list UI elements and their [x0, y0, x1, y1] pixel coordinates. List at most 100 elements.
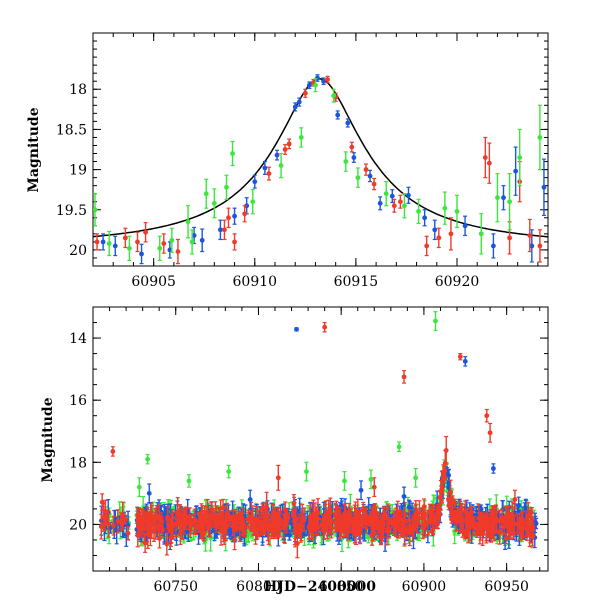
green-point — [442, 205, 448, 211]
full-xtick-label: 60750 — [153, 579, 198, 595]
red-point — [507, 235, 512, 241]
green-point — [517, 155, 523, 160]
blue-point — [351, 155, 357, 160]
red-point — [104, 514, 109, 520]
red-point — [371, 181, 377, 187]
blue-point — [345, 120, 351, 126]
blue-point — [306, 82, 312, 88]
blue-point — [422, 215, 428, 221]
blue-point — [491, 243, 496, 249]
blue-point — [292, 104, 298, 110]
blue-point — [501, 195, 506, 201]
red-point — [222, 227, 227, 233]
green-point — [278, 163, 284, 168]
blue-point — [432, 227, 438, 233]
green-point — [355, 175, 361, 181]
blue-point — [252, 179, 258, 185]
full-xtick-label: 60900 — [402, 579, 447, 595]
blue-point — [218, 227, 223, 233]
green-point — [537, 135, 543, 140]
full-axes: 60750 60800 60850 60900 60950 14 16 18 20 — [69, 306, 548, 595]
zoom-xtick-label: 60915 — [334, 274, 379, 290]
blue-point — [377, 200, 383, 206]
red-point — [282, 147, 288, 152]
red-point — [266, 171, 272, 177]
blue-point — [389, 193, 395, 199]
green-point — [478, 231, 484, 237]
zoom-panel: Magnitude — [26, 32, 549, 267]
zoom-ytick-label: 19.5 — [56, 203, 87, 219]
green-point — [495, 195, 500, 201]
blue-point — [321, 78, 326, 84]
red-point — [122, 235, 128, 241]
red-point — [125, 530, 131, 536]
blue-point — [541, 184, 547, 190]
zoom-plot-frame — [92, 32, 549, 267]
green-point — [402, 203, 407, 209]
zoom-xtick-label: 60905 — [131, 274, 176, 290]
red-point — [286, 141, 292, 147]
blue-point — [478, 506, 484, 512]
red-point — [349, 144, 355, 150]
green-point — [189, 239, 195, 245]
zoom-xtick-label: 60910 — [233, 274, 278, 290]
red-point — [111, 523, 117, 529]
zoom-ytick-label: 18 — [69, 82, 87, 98]
red-point — [537, 243, 543, 249]
red-point — [98, 524, 104, 529]
blue-point — [529, 243, 535, 249]
blue-point — [262, 165, 268, 171]
red-point — [94, 239, 100, 245]
blue-point — [462, 223, 468, 229]
blue-point — [406, 192, 411, 198]
red-point — [424, 243, 430, 249]
blue-point — [274, 152, 280, 158]
full-xtick-label: 60950 — [484, 579, 529, 595]
green-point — [224, 184, 229, 190]
green-point — [250, 199, 256, 205]
blue-point — [244, 203, 250, 209]
blue-point — [199, 237, 205, 243]
green-point — [383, 191, 389, 197]
green-point — [169, 237, 175, 243]
blue-point — [100, 239, 106, 245]
green-point — [454, 208, 460, 214]
full-ylabel: Magnitude — [40, 397, 56, 482]
full-ytick-label: 20 — [69, 517, 87, 533]
blue-point — [513, 168, 519, 174]
green-point — [211, 200, 217, 206]
green-point — [93, 207, 98, 213]
green-point — [157, 245, 163, 251]
red-point — [242, 211, 248, 217]
full-xtick-label: 60850 — [319, 579, 364, 595]
blue-point — [232, 213, 237, 219]
blue-point — [167, 247, 173, 253]
red-point — [226, 215, 231, 221]
zoom-ylabel: Magnitude — [26, 107, 42, 192]
red-point — [119, 520, 125, 526]
full-ytick-label: 14 — [69, 331, 87, 347]
red-point — [397, 199, 403, 205]
blue-point — [139, 251, 144, 257]
blue-point — [226, 531, 232, 536]
red-point — [99, 499, 105, 505]
green-point — [298, 135, 304, 140]
red-point — [175, 249, 181, 254]
green-point — [185, 219, 191, 225]
green-point — [507, 199, 512, 205]
red-point — [527, 233, 533, 238]
zoom-xtick-label: 60920 — [435, 274, 480, 290]
red-point — [161, 241, 167, 246]
red-point — [482, 155, 488, 160]
green-point — [313, 82, 318, 88]
green-point — [331, 93, 337, 99]
green-point — [230, 151, 235, 156]
full-ytick-label: 18 — [69, 455, 87, 471]
red-point — [448, 231, 454, 237]
red-point — [325, 77, 330, 82]
green-point — [416, 208, 421, 214]
red-point — [391, 203, 397, 209]
blue-point — [191, 233, 197, 238]
red-point — [363, 167, 369, 172]
